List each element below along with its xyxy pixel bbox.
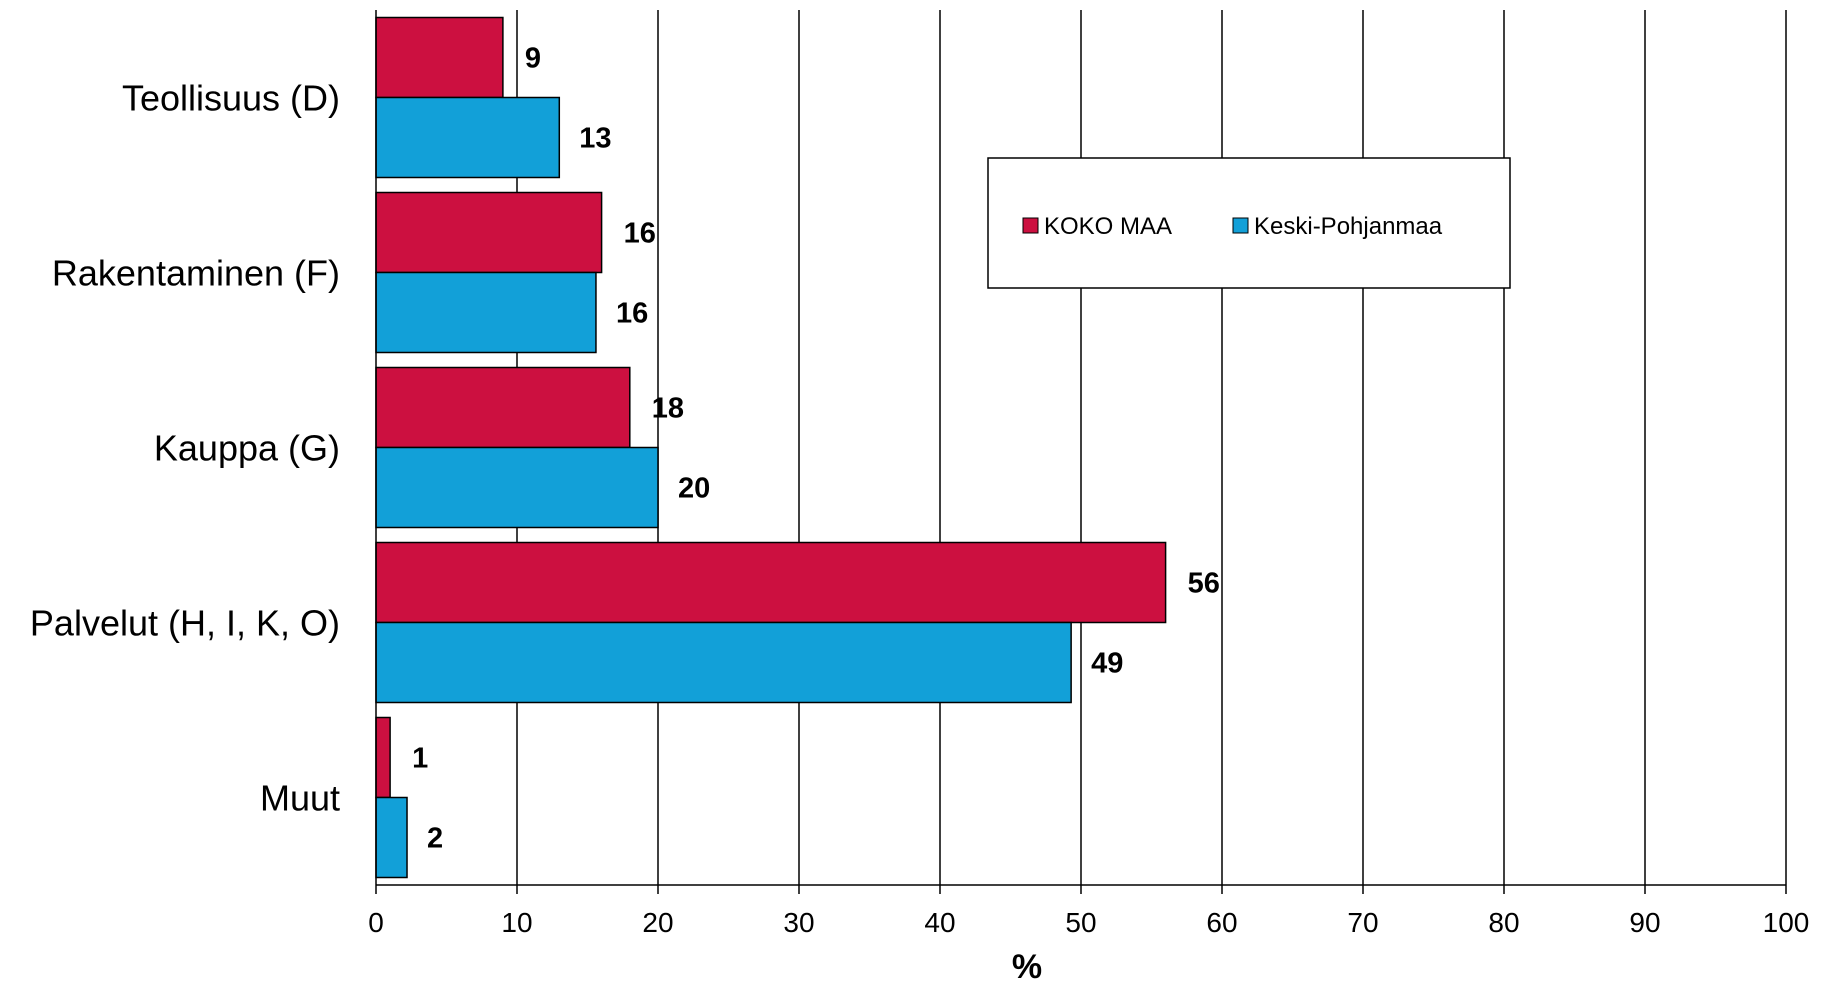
data-label: 9 [525,43,541,75]
data-label: 16 [616,298,648,330]
x-tick-label: 100 [1763,907,1810,938]
bar [375,716,391,799]
legend-label-keski-pohjanmaa: Keski-Pohjanmaa [1254,213,1443,240]
category-label: Muut [260,778,340,819]
x-tick-label: 70 [1347,907,1378,938]
x-tick-label: 0 [368,907,384,938]
bar [375,366,631,449]
category-label: Kauppa (G) [154,428,340,469]
bar [375,191,603,274]
bar [375,446,659,529]
legend-swatch-keski-pohjanmaa [1232,217,1249,234]
x-tick-label: 10 [501,907,532,938]
category-labels: Teollisuus (D) Rakentaminen (F) Kauppa (G)… [30,78,340,819]
x-tick-label: 40 [924,907,955,938]
bar [375,621,1072,704]
bar [375,96,561,179]
x-tick-label: 20 [642,907,673,938]
category-label: Rakentaminen (F) [52,253,340,294]
data-label: 2 [427,823,443,855]
x-axis-title: % [1012,948,1042,986]
x-tick-label: 30 [783,907,814,938]
bars [375,16,1167,879]
category-label: Palvelut (H, I, K, O) [30,603,340,644]
bar [375,271,597,354]
legend-swatch-koko-maa [1022,217,1039,234]
x-axis: 0 10 20 30 40 50 60 70 80 90 100 [368,10,1809,938]
data-label: 20 [678,473,710,505]
data-label: 56 [1188,568,1220,600]
bar [375,796,408,879]
data-labels: 9 13 16 16 18 20 56 49 1 2 [412,43,1220,855]
x-tick-label: 50 [1065,907,1096,938]
data-label: 16 [624,218,656,250]
data-label: 13 [579,123,611,155]
legend: KOKO MAA Keski-Pohjanmaa [987,157,1511,289]
category-label: Teollisuus (D) [122,78,340,119]
data-label: 1 [412,743,428,775]
data-label: 18 [652,393,684,425]
legend-box [987,157,1511,289]
bar [375,541,1167,624]
x-tick-label: 90 [1629,907,1660,938]
bar [375,16,504,99]
gridlines [516,10,1787,885]
x-tick-label: 80 [1488,907,1519,938]
data-label: 49 [1091,648,1123,680]
legend-label-koko-maa: KOKO MAA [1044,213,1172,240]
x-tick-label: 60 [1206,907,1237,938]
